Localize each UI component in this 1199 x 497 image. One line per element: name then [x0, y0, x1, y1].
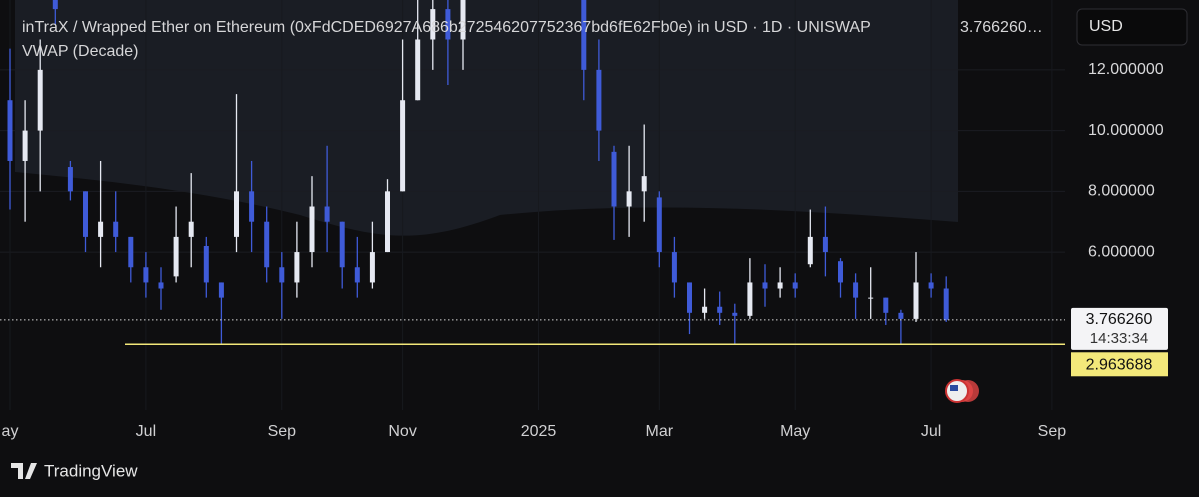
vwap-band [15, 0, 958, 236]
candle-body [838, 261, 843, 283]
candle-body [294, 252, 300, 283]
candle-body [83, 191, 88, 237]
hline-price-box [1071, 352, 1168, 377]
candle-body [113, 221, 119, 237]
last-price-label: 3.766260 [1086, 311, 1153, 328]
candle-body [822, 236, 828, 253]
chart-title: inTraX / Wrapped Ether on Ethereum (0xFd… [22, 19, 871, 36]
candle-body [400, 100, 406, 192]
candle-body [792, 282, 798, 289]
candle-body [687, 282, 692, 313]
x-tick-label: Sep [1038, 423, 1067, 440]
candle-body [324, 206, 330, 222]
tradingview-logo [11, 463, 37, 479]
candle-body [671, 252, 677, 283]
event-flags [945, 379, 979, 403]
y-tick-label: 8.000000 [1088, 183, 1155, 200]
candle-body [264, 221, 270, 268]
x-tick-label: Nov [388, 423, 416, 440]
x-tick-label: 2025 [521, 423, 557, 440]
candle-body [777, 282, 783, 289]
candle-body [717, 306, 723, 313]
candle-body [37, 69, 43, 131]
x-tick-label: Sep [268, 423, 297, 440]
candle-body [762, 282, 768, 289]
candle-body [143, 267, 149, 283]
candle-body [702, 306, 708, 313]
candle-body [218, 282, 224, 298]
candle-body [369, 252, 375, 283]
header-price: 3.766260… [960, 19, 1043, 36]
candle-body [173, 236, 179, 277]
candle-body [656, 197, 662, 253]
candle-body [98, 221, 104, 237]
candle-body [853, 282, 859, 298]
candle-body [415, 39, 421, 101]
candle-body [52, 0, 58, 10]
y-tick-label: 12.000000 [1088, 61, 1164, 78]
candle-body [279, 267, 285, 283]
brand: TradingView [44, 461, 138, 480]
candle-body [460, 0, 466, 40]
countdown: 14:33:34 [1090, 330, 1148, 347]
plot-area [7, 0, 949, 345]
x-tick-label: Jul [136, 423, 156, 440]
candle-body [626, 191, 632, 207]
x-tick-label: ay [2, 423, 19, 440]
candle-body [807, 236, 813, 265]
candle-body [354, 267, 360, 283]
candle-body [868, 297, 874, 299]
y-tick-label: 10.000000 [1088, 122, 1164, 139]
candle-body [430, 9, 436, 40]
candle-body [128, 236, 134, 268]
candle-body [67, 167, 73, 192]
y-tick-label: 6.000000 [1088, 243, 1155, 260]
candle-body [385, 191, 390, 253]
candle-body [7, 100, 13, 161]
candle-body [928, 282, 934, 289]
candle-body [249, 191, 255, 222]
candle-body [203, 246, 209, 283]
currency-label[interactable]: USD [1089, 18, 1123, 35]
last-price-box [1071, 307, 1168, 350]
candle-body [22, 130, 28, 161]
candle-body [883, 297, 889, 313]
candle-body [898, 312, 904, 319]
x-tick-label: May [780, 423, 810, 440]
candle-body [234, 191, 239, 237]
candle-body [188, 221, 194, 237]
candle-body [158, 282, 164, 289]
candle-body [611, 151, 617, 207]
candle-body [913, 282, 919, 319]
candle-body [309, 206, 315, 253]
candle-body [943, 288, 949, 320]
candle-body [641, 176, 647, 192]
currency-button[interactable] [1076, 8, 1188, 46]
indicator-label: VWAP (Decade) [22, 43, 138, 60]
x-tick-label: Jul [921, 423, 941, 440]
candle-body [732, 312, 738, 316]
candle-body [339, 221, 345, 268]
candle-body [596, 69, 602, 131]
hline-price-label: 2.963688 [1086, 357, 1153, 374]
x-tick-label: Mar [646, 423, 674, 440]
candle-body [747, 282, 753, 316]
candle-body [581, 0, 587, 70]
candle-body [445, 9, 451, 40]
